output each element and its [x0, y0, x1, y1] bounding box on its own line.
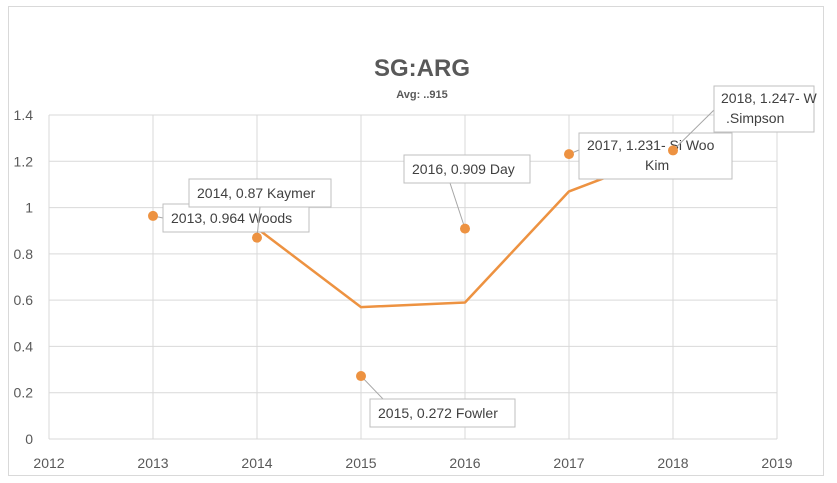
data-label: 2014, 0.87 Kaymer [197, 185, 316, 201]
data-point [356, 371, 366, 382]
axis-tick-labels: 0 0.2 0.4 0.6 0.8 1 1.2 1.4 2012 2013 2014 2015 2016… [14, 107, 793, 471]
x-tick-label: 2012 [33, 455, 64, 471]
label-leader-line [449, 182, 466, 229]
y-tick-label: 0.8 [14, 246, 34, 262]
data-point [148, 210, 158, 221]
y-tick-label: 1.4 [14, 107, 34, 123]
data-point [252, 232, 262, 243]
y-tick-label: 0 [25, 431, 33, 447]
data-label-box [188, 178, 332, 208]
data-point [668, 145, 678, 156]
data-label-layer: 2013, 0.964 Woods 2014, 0.87 Kaymer 2015, … [152, 85, 818, 428]
x-tick-label: 2018 [657, 455, 688, 471]
label-leader-line [360, 375, 384, 400]
chart-title: SG:ARG [374, 55, 470, 82]
x-tick-label: 2013 [137, 455, 168, 471]
x-tick-label: 2016 [449, 455, 480, 471]
y-tick-label: 0.6 [14, 292, 34, 308]
data-label-box [162, 203, 310, 233]
data-label-box [578, 132, 733, 180]
y-tick-label: 1 [25, 200, 33, 216]
label-leader-line [672, 109, 715, 151]
data-point [460, 223, 470, 234]
data-point-layer [148, 145, 678, 382]
data-label-box [403, 154, 531, 184]
data-point [564, 149, 574, 160]
chart-subtitle: Avg: ..915 [396, 89, 448, 101]
x-tick-label: 2019 [761, 455, 792, 471]
data-label: 2018, 1.247- W .Simpson [721, 90, 818, 126]
y-tick-label: 1.2 [14, 153, 34, 169]
x-tick-label: 2017 [553, 455, 584, 471]
data-label: 2015, 0.272 Fowler [378, 405, 498, 421]
data-label-box [369, 398, 516, 428]
y-tick-label: 0.2 [14, 385, 34, 401]
chart-frame [8, 6, 824, 476]
y-tick-label: 0.4 [14, 338, 34, 354]
data-label: 2013, 0.964 Woods [171, 210, 292, 226]
data-label: 2016, 0.909 Day [412, 161, 515, 177]
x-tick-label: 2014 [241, 455, 272, 471]
x-tick-label: 2015 [345, 455, 376, 471]
label-leader-line [256, 206, 261, 238]
data-label-box [713, 85, 815, 133]
